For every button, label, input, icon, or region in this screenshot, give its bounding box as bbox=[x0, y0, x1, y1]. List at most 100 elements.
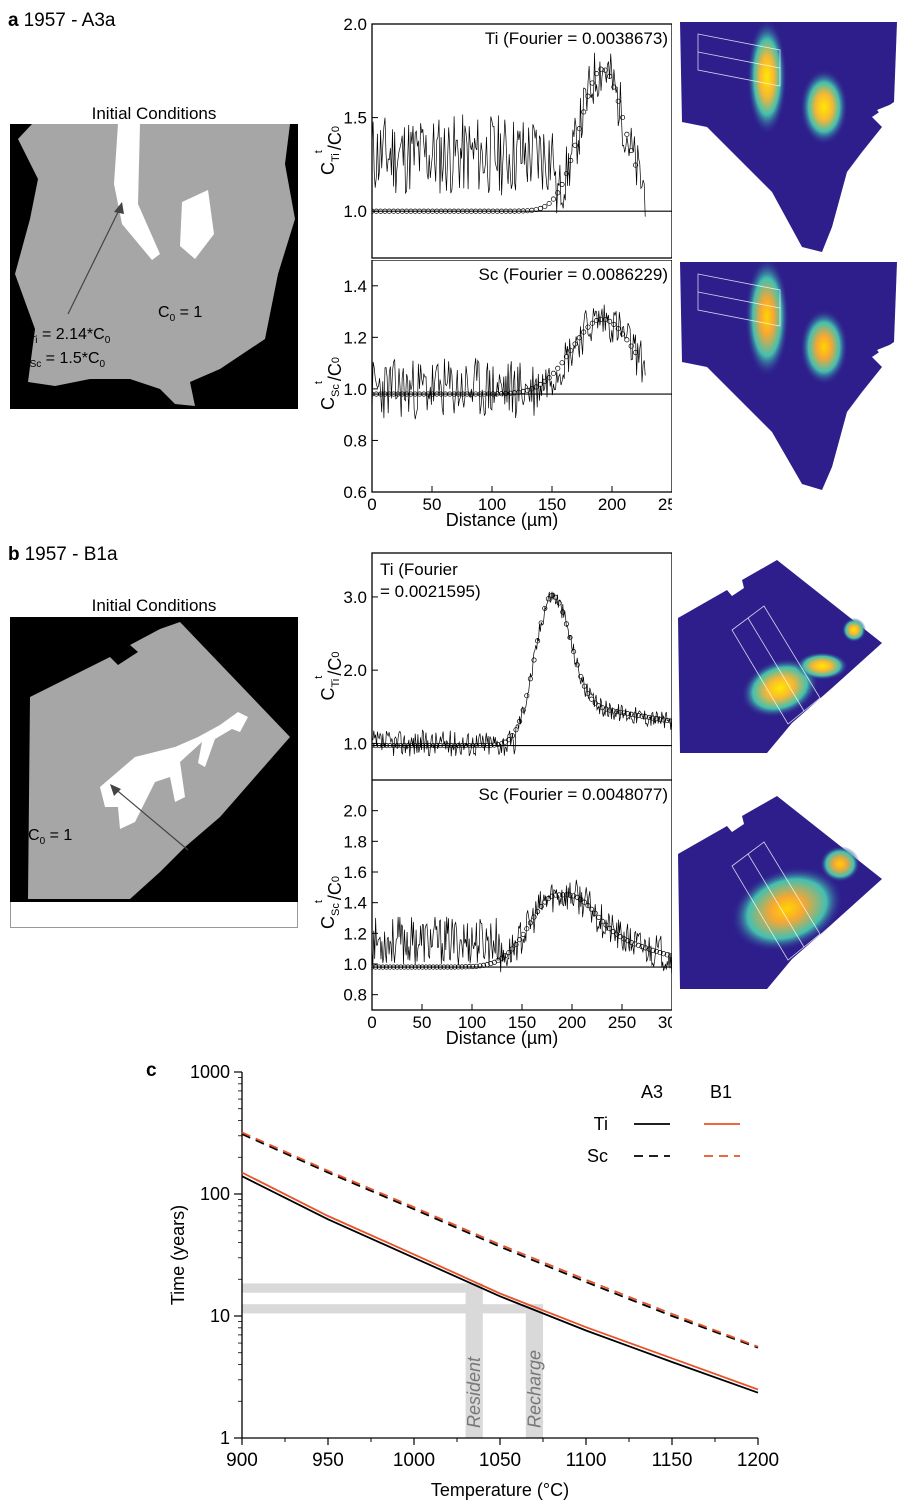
fourier-annotation: Ti (Fourier = 0.0038673) bbox=[485, 29, 668, 48]
legend-col-b1: B1 bbox=[710, 1082, 732, 1102]
band-horizontal bbox=[242, 1304, 526, 1314]
measured-profile-line bbox=[372, 52, 646, 217]
panel-a-grain bbox=[15, 124, 295, 406]
x-tick-label: 250 bbox=[608, 1013, 636, 1032]
model-point bbox=[441, 964, 447, 970]
x-tick-label: 1200 bbox=[737, 1450, 779, 1471]
model-point bbox=[607, 707, 613, 713]
model-point bbox=[560, 892, 566, 898]
model-point bbox=[517, 718, 523, 724]
model-point bbox=[585, 903, 591, 909]
chart-b-ti: 1.0 2.0 3.0 CTit/C0 Ti (Fourier = 0.0021595) bbox=[313, 552, 672, 780]
model-point bbox=[624, 131, 630, 137]
x-tick-label: 950 bbox=[312, 1450, 344, 1471]
panel-b-c0-label: C0 = 1 bbox=[28, 827, 73, 848]
y-tick-label: 1.4 bbox=[343, 894, 367, 913]
model-point bbox=[555, 190, 561, 196]
x-tick-label: 300 bbox=[658, 1013, 672, 1032]
legend-row-ti: Ti bbox=[594, 1114, 608, 1134]
model-point bbox=[434, 743, 440, 749]
model-point bbox=[620, 114, 626, 121]
model-point bbox=[529, 207, 535, 213]
panel-a-grain-svg bbox=[15, 124, 295, 406]
model-point bbox=[574, 662, 580, 668]
model-point bbox=[632, 712, 638, 718]
panel-b-cti-label: CTi = 4.5*C0 bbox=[182, 851, 266, 872]
plot-frame bbox=[371, 780, 672, 1011]
y-axis-label: CTit/C0 bbox=[313, 126, 345, 175]
model-point bbox=[452, 964, 458, 970]
model-point bbox=[445, 743, 451, 749]
series-line-a3-sc bbox=[241, 1133, 759, 1349]
model-point bbox=[585, 691, 591, 697]
model-point bbox=[524, 387, 531, 393]
model-point bbox=[576, 126, 582, 132]
panel-b-grain-svg bbox=[28, 622, 290, 899]
model-point bbox=[581, 683, 587, 689]
band-label: Resident bbox=[464, 1356, 484, 1428]
panel-a-initial-conditions-image: C0 = 1 CTi = 2.14*C0 CSc = 1.5*C0 bbox=[10, 124, 298, 409]
model-point bbox=[657, 716, 663, 722]
model-point bbox=[628, 711, 634, 717]
model-point bbox=[491, 742, 497, 748]
x-tick-label: 900 bbox=[226, 1450, 258, 1471]
plot-area bbox=[372, 52, 672, 217]
model-point bbox=[419, 964, 425, 970]
model-point bbox=[455, 743, 461, 749]
model-point bbox=[556, 600, 562, 606]
model-point bbox=[542, 605, 548, 611]
model-point bbox=[572, 341, 578, 347]
model-point bbox=[592, 910, 598, 916]
x-tick-label: 150 bbox=[508, 1013, 536, 1032]
model-point bbox=[542, 899, 548, 905]
model-point bbox=[592, 700, 598, 706]
model-point bbox=[506, 950, 512, 956]
model-point bbox=[624, 337, 630, 343]
model-point bbox=[459, 964, 465, 970]
model-point bbox=[412, 964, 418, 970]
model-point bbox=[520, 931, 526, 937]
chart-c-time-temperature: Resident Recharge 1 10 100 1000 900 950 1000 1050… bbox=[168, 1062, 779, 1500]
model-point bbox=[617, 709, 623, 715]
model-point bbox=[621, 710, 627, 716]
y-tick-label: 1.0 bbox=[343, 202, 367, 221]
x-tick-label: 1000 bbox=[393, 1450, 435, 1471]
panel-c-label: c bbox=[146, 1060, 157, 1081]
y-tick-label: 1.0 bbox=[343, 734, 367, 753]
y-tick-label: 3.0 bbox=[343, 588, 367, 607]
model-point bbox=[531, 657, 537, 663]
model-point bbox=[650, 715, 656, 721]
chart-a-ti: 1.0 1.5 2.0 CTit/C0 Ti (Fourier = 0.0038673) bbox=[313, 15, 672, 259]
model-point bbox=[556, 892, 562, 898]
model-point bbox=[603, 706, 609, 712]
model-point bbox=[668, 718, 672, 724]
model-point bbox=[639, 713, 645, 719]
x-tick-label: 0 bbox=[367, 1013, 376, 1032]
model-point bbox=[513, 942, 519, 948]
model-point bbox=[615, 326, 621, 332]
model-point bbox=[546, 200, 552, 207]
model-point bbox=[553, 594, 559, 600]
model-point bbox=[372, 964, 375, 970]
model-point bbox=[578, 896, 584, 902]
y-tick-label: 1.0 bbox=[343, 955, 367, 974]
model-point bbox=[481, 962, 487, 968]
model-point bbox=[502, 739, 508, 745]
model-point bbox=[615, 98, 621, 104]
model-point bbox=[495, 958, 501, 964]
fourier-annotation-line2: = 0.0021595) bbox=[380, 582, 481, 601]
model-point bbox=[559, 181, 565, 187]
x-tick-label: 100 bbox=[478, 495, 506, 514]
series-line-a3-ti bbox=[241, 1175, 759, 1394]
model-point bbox=[448, 743, 454, 749]
model-point bbox=[611, 321, 617, 327]
model-point bbox=[607, 925, 613, 932]
plot-area bbox=[372, 879, 672, 974]
y-axis-label: CSct/C0 bbox=[313, 876, 345, 929]
panel-a-cti-label: CTi = 2.14*C0 bbox=[18, 326, 111, 347]
model-point bbox=[653, 716, 659, 722]
band-horizontal bbox=[242, 1283, 466, 1293]
model-point bbox=[596, 914, 602, 920]
model-point bbox=[571, 648, 577, 655]
series-line-b1-ti bbox=[241, 1171, 759, 1391]
